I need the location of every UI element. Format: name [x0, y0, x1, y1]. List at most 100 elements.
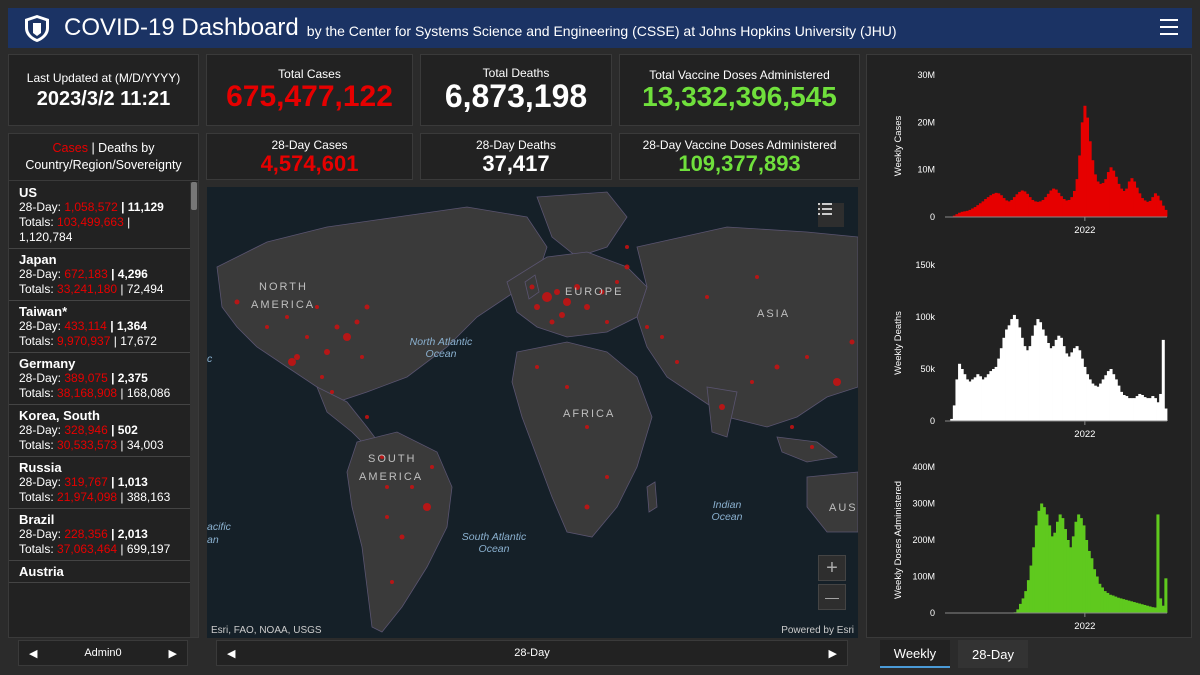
map-pager-label: 28-Day — [514, 647, 550, 659]
chart-bar — [1122, 190, 1126, 217]
chart-bar — [1161, 339, 1165, 421]
world-map[interactable]: NORTH AMERICA EUROPE ASIA AFRICA SOUTH A… — [207, 187, 858, 638]
chart-bar — [958, 212, 962, 217]
list-scrollbar[interactable] — [190, 182, 198, 637]
chart-bar — [1036, 201, 1040, 217]
country-row[interactable]: Russia 28-Day: 319,767 | 1,013 Totals: 21,… — [9, 457, 193, 509]
chart-bar — [1080, 358, 1084, 421]
chart-bar — [1096, 181, 1100, 217]
chart-bar — [1146, 398, 1150, 421]
chart-bar — [1034, 525, 1038, 613]
map-label-asia: ASIA — [757, 308, 791, 320]
chart-bar — [1133, 181, 1137, 217]
scrollbar-thumb[interactable] — [191, 182, 197, 210]
day28-deaths-label: 28-Day Deaths — [475, 137, 557, 152]
chart-bar — [1062, 199, 1066, 217]
country-row[interactable]: Germany 28-Day: 389,075 | 2,375 Totals: 38… — [9, 353, 193, 405]
chart-bar — [1052, 346, 1056, 421]
chart-2: 0 100M 200M 300M 400M 2022 Weekly Doses Admini… — [893, 462, 1168, 632]
chart-bar — [1145, 605, 1149, 613]
separator: | — [107, 475, 118, 489]
totals-prefix: Totals: — [19, 386, 58, 400]
map-pager-right-arrow-icon[interactable]: ▶ — [828, 647, 837, 660]
chart-bar — [968, 381, 972, 421]
cases-tab-link[interactable]: Cases — [52, 141, 88, 155]
chart-bar — [1088, 379, 1092, 421]
map-label-south-america: AMERICA — [359, 471, 424, 483]
country-row[interactable]: US 28-Day: 1,058,572 | 11,129 Totals: 103,… — [9, 182, 193, 249]
map-pager-left-arrow-icon[interactable]: ◀ — [227, 647, 236, 660]
chart-bar — [1114, 176, 1118, 217]
chart-bar — [1112, 170, 1116, 217]
chart-bar — [1164, 408, 1168, 421]
chart-bar — [1117, 183, 1121, 217]
country-28day-line: 28-Day: 433,114 | 1,364 — [19, 319, 183, 334]
tab-28-day[interactable]: 28-Day — [958, 640, 1028, 668]
chart-bar — [1108, 594, 1112, 613]
x-tick-label: 2022 — [1074, 225, 1095, 236]
y-axis-label: Weekly Doses Administered — [893, 481, 904, 599]
day28-vaccine-panel: 28-Day Vaccine Doses Administered 109,37… — [619, 133, 860, 180]
chart-bar — [1099, 383, 1103, 421]
country-row[interactable]: Korea, South 28-Day: 328,946 | 502 Totals:… — [9, 405, 193, 457]
chart-bar — [1044, 197, 1048, 217]
day28-prefix: 28-Day: — [19, 267, 65, 281]
country-28day-cases: 319,767 — [64, 475, 108, 489]
separator: | — [106, 319, 117, 333]
chart-bar — [1023, 191, 1027, 217]
country-total-cases: 21,974,098 — [57, 490, 118, 504]
chart-bar — [1088, 141, 1092, 217]
powered-by-esri[interactable]: Powered by Esri — [781, 625, 854, 636]
chart-bar — [1156, 402, 1160, 421]
chart-bar — [1025, 193, 1029, 217]
y-tick-label: 100M — [912, 572, 935, 582]
country-row[interactable]: Taiwan* 28-Day: 433,114 | 1,364 Totals: 9,… — [9, 301, 193, 353]
country-28day-line: 28-Day: 319,767 | 1,013 — [19, 475, 183, 490]
x-tick-label: 2022 — [1074, 429, 1095, 440]
zoom-in-button[interactable]: + — [818, 555, 846, 581]
chart-bar — [1054, 339, 1058, 421]
zoom-out-button[interactable]: — — [818, 584, 846, 610]
deaths-by-label[interactable]: Deaths by — [98, 141, 155, 155]
chart-bar — [1130, 178, 1134, 217]
chart-bar — [1138, 193, 1142, 217]
y-tick-label: 30M — [917, 70, 935, 80]
pager-right-arrow-icon[interactable]: ▶ — [168, 647, 177, 660]
chart-bar — [992, 369, 996, 421]
charts-canvas: 0 10M 20M 30M 2022 Weekly Cases 0 50k 100k 150k 20… — [893, 70, 1168, 632]
country-row[interactable]: Japan 28-Day: 672,183 | 4,296 Totals: 33,2… — [9, 249, 193, 301]
country-28day-line: 28-Day: 389,075 | 2,375 — [19, 371, 183, 386]
chart-bar — [1010, 199, 1014, 217]
chart-bar — [992, 193, 996, 217]
country-row[interactable]: Brazil 28-Day: 228,356 | 2,013 Totals: 37,… — [9, 509, 193, 561]
total-deaths-value: 6,873,198 — [444, 78, 588, 115]
chart-bar — [1065, 200, 1069, 217]
map-label-africa: AFRICA — [563, 408, 616, 420]
country-name: Brazil — [19, 512, 55, 527]
day28-prefix: 28-Day: — [19, 527, 65, 541]
pager-left-arrow-icon[interactable]: ◀ — [29, 647, 38, 660]
country-28day-line: 28-Day: 672,183 | 4,296 — [19, 267, 183, 282]
total-cases-panel: Total Cases 675,477,122 — [206, 54, 413, 126]
chart-bar — [1143, 604, 1147, 613]
chart-bar — [1161, 205, 1165, 217]
last-updated-panel: Last Updated at (M/D/YYYY) 2023/3/2 11:2… — [8, 54, 199, 126]
chart-bar — [1039, 201, 1043, 217]
chart-bar — [952, 405, 956, 421]
hamburger-menu-icon[interactable] — [1160, 19, 1178, 35]
chart-bar — [1135, 602, 1139, 613]
country-row[interactable]: Austria — [9, 561, 193, 583]
chart-bar — [1028, 197, 1032, 217]
y-axis-label: Weekly Cases — [893, 115, 904, 176]
chart-bar — [1109, 167, 1113, 217]
chart-bar — [1153, 193, 1157, 217]
chart-bar — [1116, 597, 1120, 613]
tab-weekly[interactable]: Weekly — [880, 640, 950, 668]
chart-bar — [997, 358, 1001, 421]
chart-bar — [1133, 398, 1137, 421]
chart-bar — [1044, 335, 1048, 421]
map-legend-list-icon[interactable] — [818, 203, 844, 227]
country-28day-deaths: 1,364 — [116, 319, 147, 333]
chart-bar — [1099, 183, 1103, 217]
chart-bar — [1002, 337, 1006, 421]
